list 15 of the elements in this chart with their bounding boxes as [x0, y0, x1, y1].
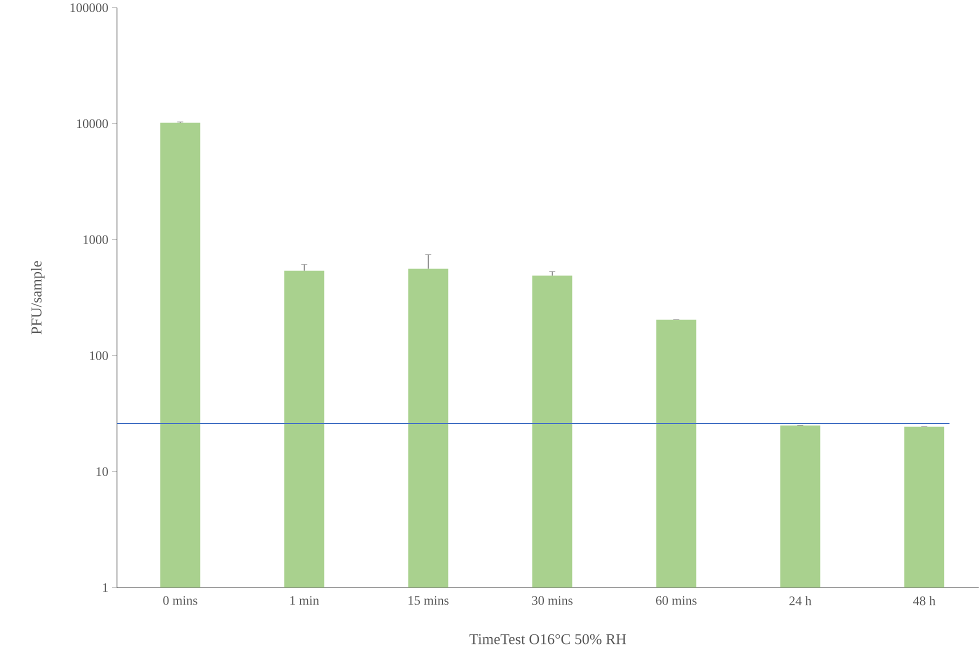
y-tick-label: 1 — [103, 584, 108, 592]
y-axis-title: PFU/sample — [31, 261, 45, 334]
x-tick-label: 15 mins — [408, 596, 449, 606]
y-tick-label: 1000 — [84, 235, 108, 244]
x-tick-label: 48 h — [913, 596, 936, 606]
y-tick-label: 10 — [96, 467, 108, 476]
x-tick-label: 60 mins — [656, 596, 697, 606]
x-tick-label: 24 h — [789, 596, 812, 606]
x-axis-title: TimeTest O16°C 50% RH — [470, 634, 626, 645]
y-tick-label: 100 — [90, 351, 108, 360]
y-tick-label: 10000 — [77, 120, 108, 128]
y-tick-label: 100000 — [70, 4, 108, 12]
x-tick-label: 1 min — [290, 596, 320, 605]
x-tick-label: 0 mins — [163, 596, 198, 606]
x-tick-label: 30 mins — [532, 596, 573, 606]
